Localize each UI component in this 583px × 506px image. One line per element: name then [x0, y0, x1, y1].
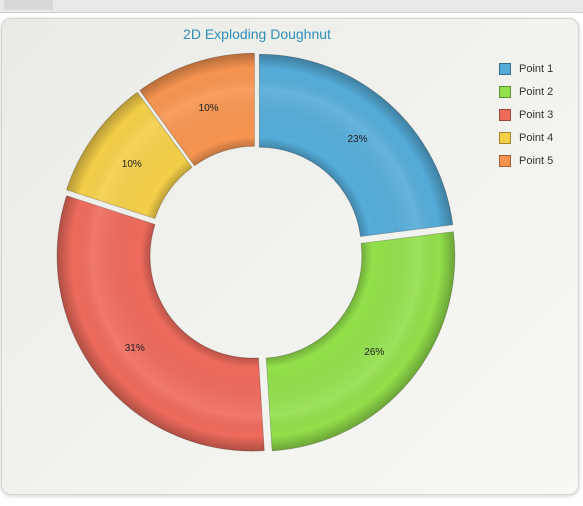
doughnut-chart: 23% 26% 31% 10% 10% [56, 52, 456, 452]
top-strip [0, 0, 583, 13]
legend-item-2[interactable]: Point 2 [499, 80, 553, 103]
slice-label-5: 10% [199, 103, 219, 114]
legend-swatch-5 [499, 154, 511, 167]
legend-item-5[interactable]: Point 5 [499, 149, 553, 172]
slice-3[interactable] [56, 195, 265, 452]
slice-label-3: 31% [125, 343, 145, 354]
legend-label-1: Point 1 [519, 62, 554, 75]
legend-item-1[interactable]: Point 1 [499, 57, 553, 80]
slice-label-1: 23% [348, 134, 368, 145]
legend: Point 1 Point 2 Point 3 Point 4 Point 5 [499, 57, 553, 172]
legend-label-4: Point 4 [519, 131, 554, 144]
legend-swatch-4 [499, 131, 511, 144]
slice-2-fill[interactable] [265, 231, 456, 452]
top-tab[interactable] [4, 0, 53, 10]
slice-3-fill[interactable] [56, 195, 265, 452]
slice-label-2: 26% [364, 347, 384, 358]
legend-label-2: Point 2 [519, 85, 554, 98]
legend-label-5: Point 5 [519, 154, 554, 167]
legend-item-4[interactable]: Point 4 [499, 126, 553, 149]
slice-2[interactable] [265, 231, 456, 452]
chart-title: 2D Exploding Doughnut [183, 26, 331, 42]
slice-1[interactable] [258, 53, 454, 237]
slice-label-4: 10% [122, 159, 142, 170]
chart-panel: 2D Exploding Doughnut 23% 26% 31% 10% 10% Po… [1, 18, 579, 495]
legend-swatch-3 [499, 108, 511, 121]
legend-swatch-1 [499, 62, 511, 75]
legend-label-3: Point 3 [519, 108, 554, 121]
slice-labels: 23% 26% 31% 10% 10% [122, 103, 385, 358]
legend-item-3[interactable]: Point 3 [499, 103, 553, 126]
doughnut-slices [56, 52, 456, 452]
slice-1-fill[interactable] [258, 53, 454, 237]
legend-swatch-2 [499, 85, 511, 98]
